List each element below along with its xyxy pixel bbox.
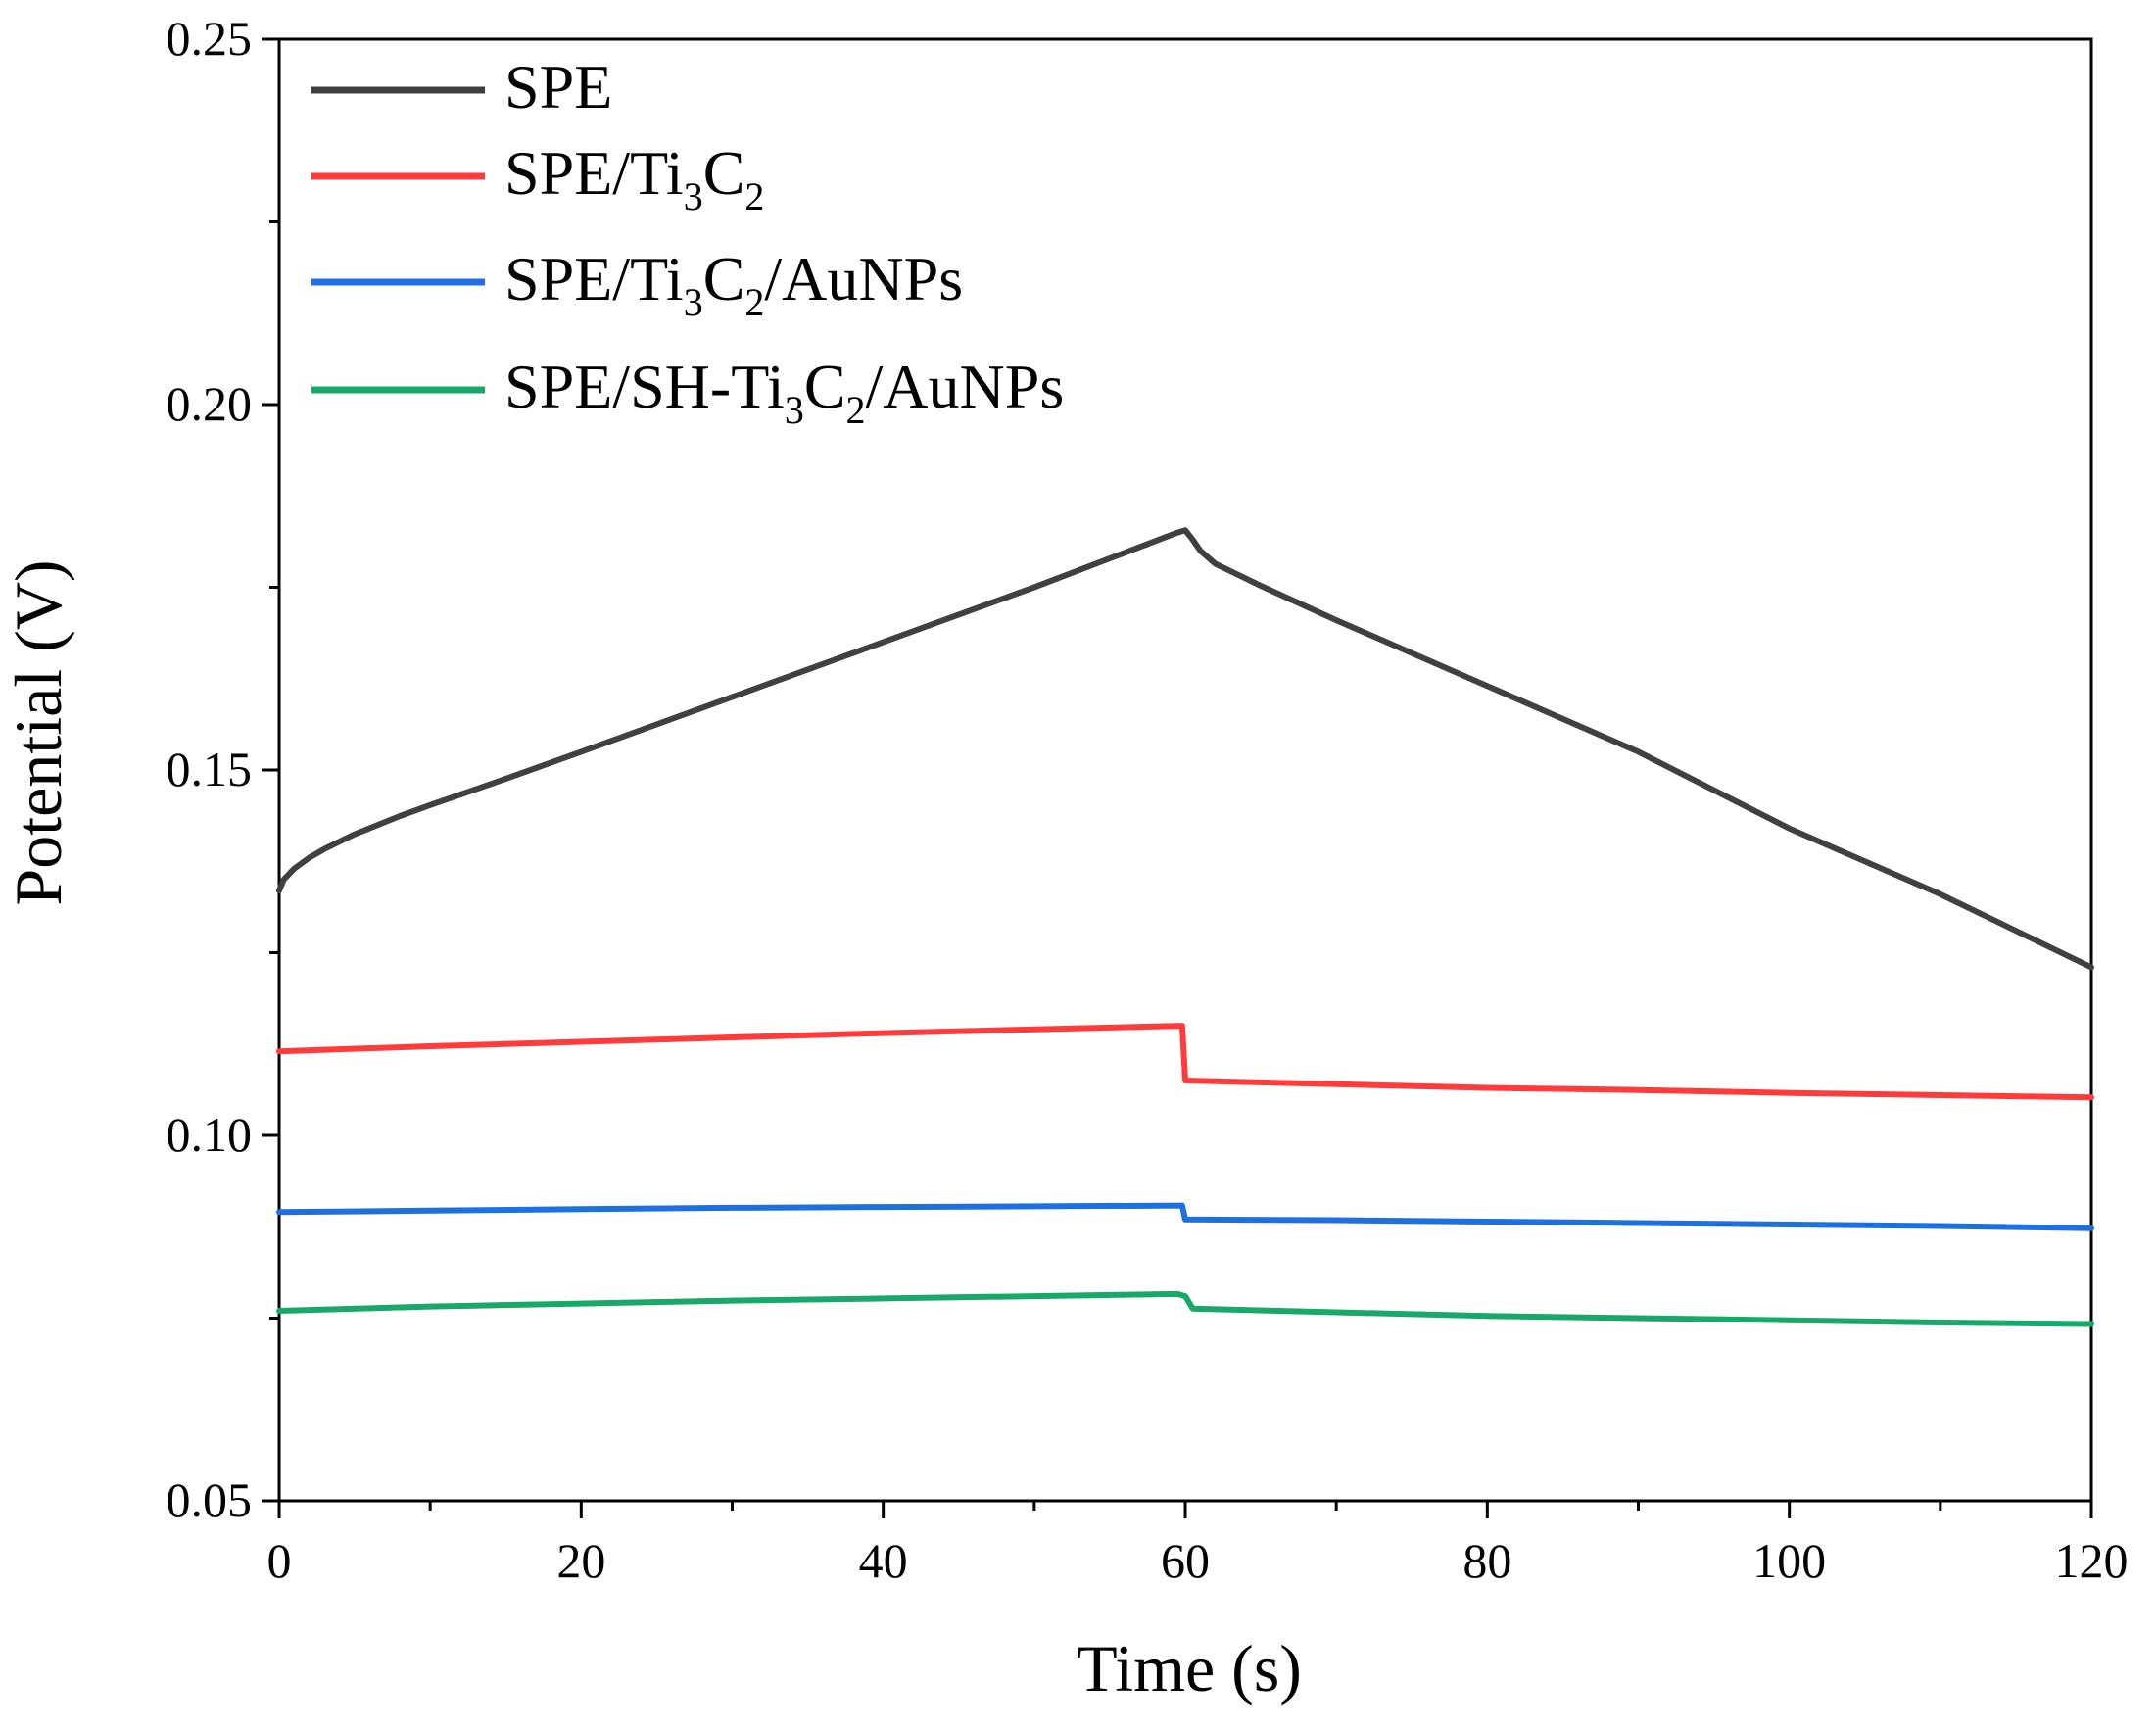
x-axis-title: Time (s) [1077, 1631, 1302, 1706]
legend-text: C [703, 138, 745, 208]
x-tick-label: 0 [267, 1533, 292, 1588]
x-tick-label: 40 [859, 1533, 908, 1588]
legend-label-1: SPE [504, 52, 612, 121]
y-tick-label: 0.05 [167, 1472, 253, 1527]
legend-subscript: 3 [785, 388, 804, 432]
legend-label-3: SPE/Ti3C2/AuNPs [504, 244, 963, 324]
legend-text: SPE/Ti [504, 138, 684, 208]
ticks-layer: 0 20 40 60 80 100 120 0.05 0.10 0.15 0.20 0.25 [167, 11, 2129, 1588]
y-tick-label: 0.15 [167, 742, 253, 796]
x-tick-label: 20 [556, 1533, 605, 1588]
series-line-3 [276, 1202, 2094, 1231]
legend-subscript: 2 [744, 174, 764, 218]
legend-subscript: 2 [744, 280, 764, 324]
legend-text: C [804, 352, 846, 421]
legend: SPESPE/Ti3C2SPE/Ti3C2/AuNPsSPE/SH-Ti3C2/… [311, 52, 1064, 432]
y-tick-label: 0.10 [167, 1107, 253, 1162]
legend-label-2: SPE/Ti3C2 [504, 138, 764, 218]
legend-subscript: 2 [846, 388, 866, 432]
legend-label-4: SPE/SH-Ti3C2/AuNPs [504, 352, 1064, 432]
y-tick-label: 0.20 [167, 376, 253, 431]
legend-text: SPE [504, 52, 612, 121]
legend-text: /AuNPs [764, 244, 963, 313]
y-tick-label: 0.25 [167, 11, 253, 66]
legend-text: C [703, 244, 745, 313]
legend-subscript: 3 [684, 280, 703, 324]
series-layer [276, 527, 2094, 1327]
legend-text: SPE/SH-Ti [504, 352, 785, 421]
series-line-4 [276, 1290, 2094, 1327]
series-line-2 [276, 1023, 2094, 1101]
legend-text: SPE/Ti [504, 244, 684, 313]
series-line-1 [276, 527, 2094, 971]
x-tick-label: 60 [1161, 1533, 1210, 1588]
x-tick-label: 80 [1462, 1533, 1511, 1588]
legend-subscript: 3 [684, 174, 703, 218]
y-axis-title: Potential (V) [1, 559, 75, 905]
x-tick-label: 120 [2055, 1533, 2129, 1588]
legend-text: /AuNPs [866, 352, 1065, 421]
x-tick-label: 100 [1752, 1533, 1826, 1588]
